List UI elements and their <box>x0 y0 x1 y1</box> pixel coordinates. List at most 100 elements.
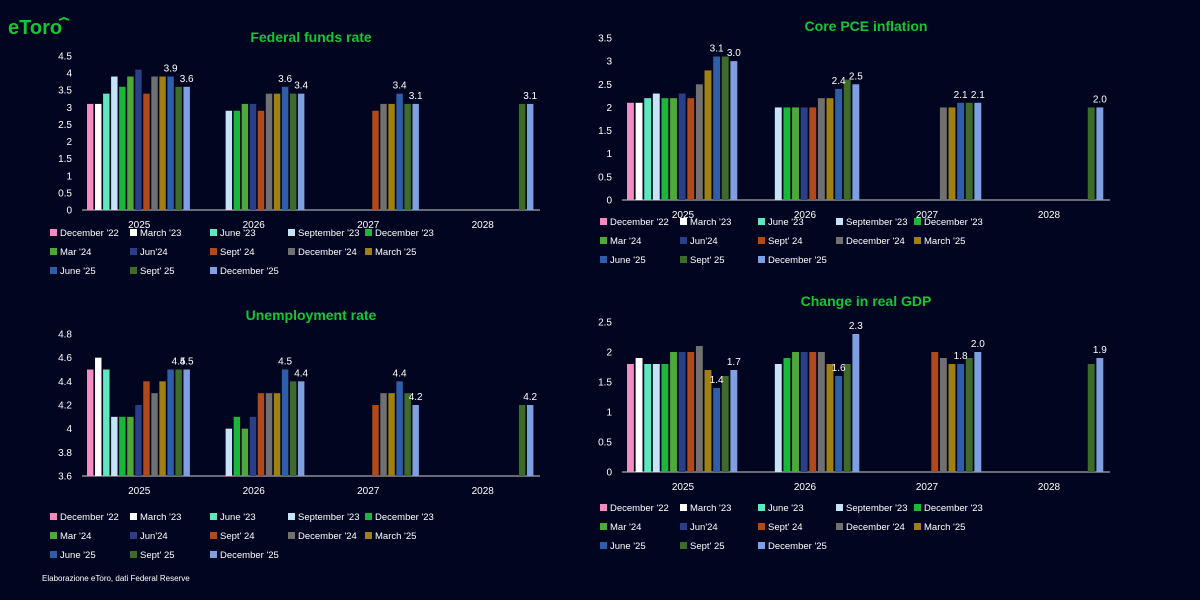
legend-label: December '25 <box>220 550 279 561</box>
legend-label: March '23 <box>140 512 181 523</box>
bar <box>948 107 956 200</box>
legend-swatch <box>600 542 607 549</box>
bar <box>372 405 379 476</box>
bar <box>721 56 729 201</box>
y-tick-label: 1 <box>66 171 72 182</box>
legend-label: Mar '24 <box>610 522 641 533</box>
legend-swatch <box>288 513 295 520</box>
legend-swatch <box>210 248 217 255</box>
legend-swatch <box>365 248 372 255</box>
bar <box>526 103 534 210</box>
bar <box>678 93 686 200</box>
bar <box>289 93 297 210</box>
bar <box>119 416 126 476</box>
legend-swatch <box>600 218 607 225</box>
bar <box>957 364 965 472</box>
chart-title: Change in real GDP <box>801 293 932 309</box>
legend-swatch <box>130 513 137 520</box>
bar <box>151 76 158 211</box>
legend-label: September '23 <box>298 512 360 523</box>
bar <box>412 405 419 476</box>
bar <box>404 103 411 210</box>
bar <box>792 107 799 200</box>
chart-change-in-real-gdp: Change in real GDP 0 0.5 1 1.5 2 2.5 2025 2026 20… <box>580 288 1180 558</box>
bar <box>380 103 387 210</box>
bar <box>1096 107 1104 200</box>
legend-swatch <box>288 229 295 236</box>
bar <box>852 84 860 200</box>
legend-swatch <box>758 256 765 263</box>
bar <box>644 364 652 472</box>
legend-swatch <box>365 229 372 236</box>
bar <box>135 69 142 210</box>
bar <box>518 103 526 210</box>
legend-label: June '25 <box>60 550 96 561</box>
bar <box>167 76 174 211</box>
y-tick-label: 4 <box>66 69 72 80</box>
bar <box>380 393 387 476</box>
y-tick-label: 0.5 <box>58 188 72 199</box>
chart-title: Federal funds rate <box>250 29 372 45</box>
legend-swatch <box>210 551 217 558</box>
bar <box>661 98 669 200</box>
legend-label: December '23 <box>924 217 983 228</box>
data-label: 1.6 <box>832 363 846 374</box>
legend-label: Sept' 25 <box>690 541 725 552</box>
bar <box>159 381 166 476</box>
bar <box>159 76 166 211</box>
legend-label: December '25 <box>768 541 827 552</box>
legend-label: December '25 <box>220 266 279 277</box>
bar <box>774 364 782 472</box>
logo-arc-icon <box>58 16 70 21</box>
bar <box>257 110 265 210</box>
x-tick-label: 2025 <box>672 482 695 493</box>
source-footer: Elaborazione eToro, dati Federal Reserve <box>42 574 190 583</box>
legend-swatch <box>680 542 687 549</box>
legend-label: Sept' 24 <box>768 236 803 247</box>
bar <box>95 103 102 210</box>
bar <box>652 93 660 200</box>
y-tick-label: 2.5 <box>58 120 72 131</box>
legend-swatch <box>130 248 137 255</box>
bar <box>713 388 721 472</box>
bar <box>852 334 860 472</box>
legend-swatch <box>600 237 607 244</box>
bar <box>843 364 851 472</box>
data-label: 1.4 <box>710 375 724 386</box>
bar <box>241 103 249 210</box>
bar <box>257 393 265 476</box>
legend-swatch <box>130 551 137 558</box>
bar <box>143 93 150 210</box>
bar <box>817 352 825 472</box>
x-tick-label: 2026 <box>794 482 817 493</box>
x-tick-label: 2027 <box>357 486 380 497</box>
x-tick-label: 2027 <box>916 482 939 493</box>
data-label: 4.5 <box>278 357 292 368</box>
bar <box>175 86 182 210</box>
legend-swatch <box>130 532 137 539</box>
legend-swatch <box>130 267 137 274</box>
bar <box>273 393 281 476</box>
legend-label: December '24 <box>298 247 357 258</box>
etoro-logo-text: eToro <box>8 17 62 39</box>
legend-label: December '24 <box>298 531 357 542</box>
legend-swatch <box>914 504 921 511</box>
bar <box>404 393 411 476</box>
legend-label: December '22 <box>60 228 119 239</box>
x-tick-label: 2027 <box>357 220 380 231</box>
legend-swatch <box>288 532 295 539</box>
data-label: 3.4 <box>393 81 407 92</box>
legend-label: December '24 <box>846 522 905 533</box>
data-label: 2.0 <box>971 339 985 350</box>
legend-swatch <box>50 267 57 274</box>
y-tick-label: 2.5 <box>598 80 612 91</box>
legend-label: June '25 <box>610 541 646 552</box>
legend-label: September '23 <box>846 503 908 514</box>
x-tick-label: 2026 <box>243 220 266 231</box>
bar <box>151 393 158 476</box>
legend-swatch <box>210 267 217 274</box>
legend-swatch <box>836 523 843 530</box>
x-tick-label: 2028 <box>472 486 495 497</box>
bar <box>974 352 982 472</box>
bar <box>826 98 834 200</box>
